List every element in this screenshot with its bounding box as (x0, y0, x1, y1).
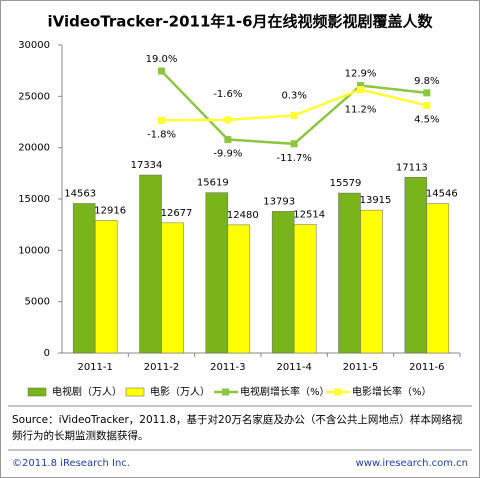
y-tick-label: 25000 (18, 91, 50, 102)
bar-value-label: 12480 (227, 210, 259, 221)
bar-value-label: 12916 (94, 205, 126, 216)
bar-value-label: 15579 (330, 178, 362, 189)
line (160, 70, 427, 146)
line-marker (158, 116, 165, 124)
line-marker (224, 116, 232, 124)
y-tick-label: 30000 (18, 40, 50, 51)
bar (72, 203, 96, 354)
bar-value-label: 12514 (293, 210, 325, 221)
bar (227, 224, 251, 354)
bar (404, 177, 428, 354)
copyright: ©2011.8 iResearch Inc. (12, 458, 130, 469)
line-marker (290, 140, 298, 148)
bar (161, 222, 184, 354)
x-tick-label: 2011-3 (210, 362, 245, 373)
bar-value-label: 17113 (396, 162, 428, 173)
bar (205, 192, 229, 354)
legend-swatch (125, 387, 145, 397)
bar (271, 211, 295, 354)
bar (360, 209, 383, 354)
y-tick-label: 5000 (25, 297, 50, 308)
bar (139, 174, 162, 354)
y-tick-label: 0 (44, 348, 50, 359)
legend-label: 电影（万人） (150, 385, 210, 398)
bar (293, 224, 317, 354)
bar-value-label: 13915 (360, 195, 392, 206)
x-tick-label: 2011-4 (276, 362, 311, 373)
source-note: Source：iVideoTracker，2011.8，基于对20万名家庭及办公… (12, 414, 463, 442)
line-marker (224, 136, 232, 144)
x-tick-label: 2011-1 (77, 362, 112, 373)
x-tick-label: 2011-5 (343, 362, 378, 373)
legend-label: 电影增长率（%） (352, 385, 432, 398)
bar-value-label: 17334 (131, 160, 163, 171)
y-tick-label: 20000 (18, 143, 50, 154)
line-value-label: 19.0% (146, 54, 178, 65)
line-marker (423, 89, 431, 97)
legend-swatch (27, 387, 47, 397)
legend-marker (334, 388, 341, 396)
line-marker (423, 101, 431, 109)
line-value-label: 0.3% (281, 90, 306, 101)
line-marker (290, 111, 298, 119)
line-value-label: 12.9% (345, 69, 377, 80)
bar (94, 220, 118, 354)
x-tick-label: 2011-2 (144, 362, 179, 373)
line-value-label: -9.9% (213, 149, 242, 160)
line-value-label: 9.8% (414, 76, 439, 87)
line-marker (158, 67, 165, 75)
y-tick-label: 15000 (18, 194, 50, 205)
bar-value-label: 14563 (64, 188, 96, 199)
line-value-label: -11.7% (276, 153, 311, 164)
x-tick-label: 2011-6 (409, 362, 444, 373)
bar (426, 203, 450, 354)
line-value-label: -1.6% (213, 89, 242, 100)
legend-label: 电视剧增长率（%） (240, 385, 330, 398)
line-value-label: -1.8% (147, 129, 176, 140)
line-value-label: 4.5% (414, 114, 439, 125)
bar-value-label: 13793 (263, 196, 295, 207)
y-tick-label: 10000 (18, 245, 50, 256)
legend-label: 电视剧（万人） (52, 385, 122, 398)
bar-value-label: 15619 (197, 178, 229, 189)
bar-value-label: 14546 (426, 189, 458, 200)
legend-marker (222, 388, 229, 396)
website: www.iresearch.com.cn (356, 458, 468, 469)
line-value-label: 11.2% (345, 105, 377, 116)
line-marker (357, 82, 364, 90)
bar (338, 192, 361, 354)
bar-value-label: 12677 (161, 208, 193, 219)
line-marker (357, 86, 364, 94)
chart-title: iVideoTracker-2011年1-6月在线视频影视剧覆盖人数 (47, 13, 433, 31)
